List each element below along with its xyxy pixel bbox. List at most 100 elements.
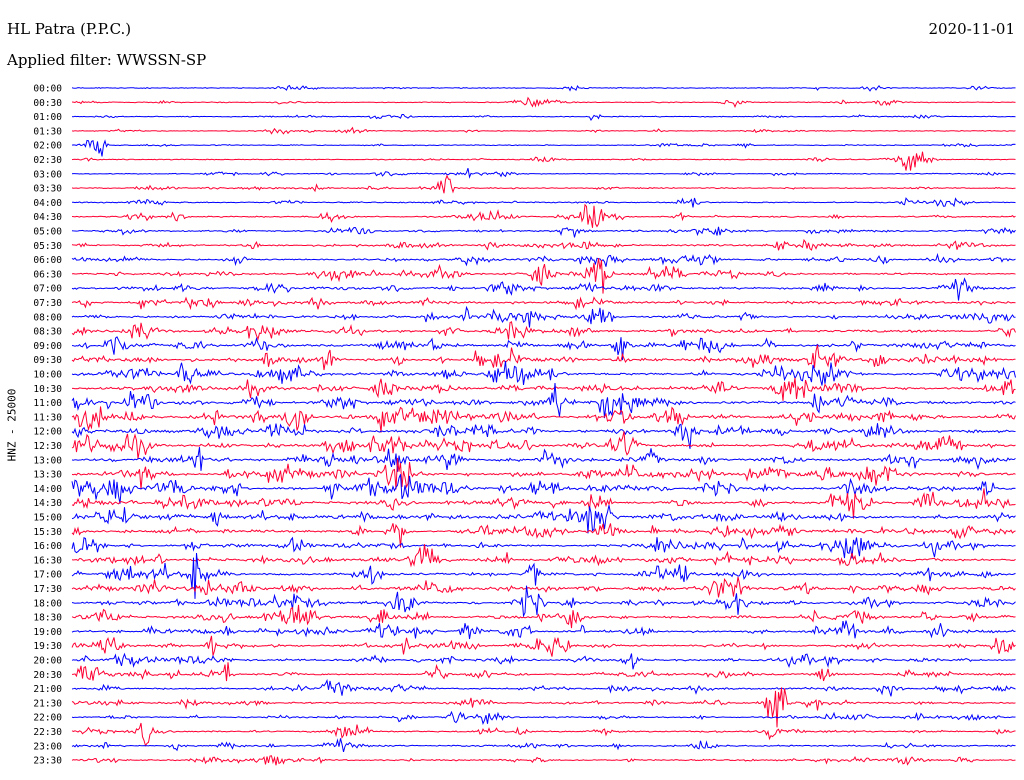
trace-1030 bbox=[72, 377, 1016, 401]
trace-1930 bbox=[71, 635, 1016, 657]
trace-1730 bbox=[71, 576, 1016, 598]
trace-0200 bbox=[71, 139, 1016, 157]
row-label-1100: 11:00 bbox=[33, 398, 62, 409]
trace-1230 bbox=[71, 431, 1016, 459]
trace-0700 bbox=[71, 277, 1016, 301]
row-label-1200: 12:00 bbox=[33, 427, 62, 438]
row-label-1900: 19:00 bbox=[33, 627, 62, 638]
trace-0800 bbox=[71, 305, 1016, 328]
trace-1700 bbox=[71, 552, 1016, 599]
trace-1600 bbox=[71, 536, 1016, 559]
row-label-0530: 05:30 bbox=[33, 241, 62, 252]
trace-0400 bbox=[71, 197, 1016, 208]
row-label-0130: 01:30 bbox=[33, 126, 62, 137]
trace-group bbox=[71, 84, 1016, 766]
trace-0630 bbox=[71, 258, 1016, 294]
trace-1830 bbox=[71, 604, 1016, 629]
row-label-1800: 18:00 bbox=[33, 598, 62, 609]
row-label-1230: 12:30 bbox=[33, 441, 62, 452]
row-label-2100: 21:00 bbox=[33, 684, 62, 695]
row-label-0730: 07:30 bbox=[33, 298, 62, 309]
row-label-1400: 14:00 bbox=[33, 484, 62, 495]
trace-1500 bbox=[71, 505, 1016, 534]
row-label-1730: 17:30 bbox=[33, 584, 62, 595]
row-label-1530: 15:30 bbox=[33, 527, 62, 538]
row-label-0800: 08:00 bbox=[33, 312, 62, 323]
row-label-0330: 03:30 bbox=[33, 184, 62, 195]
row-label-2000: 20:00 bbox=[33, 656, 62, 667]
trace-0530 bbox=[71, 238, 1016, 251]
row-label-0830: 08:30 bbox=[33, 327, 62, 338]
trace-2030 bbox=[71, 662, 1016, 682]
trace-2330 bbox=[71, 755, 1016, 766]
trace-1200 bbox=[71, 423, 1016, 449]
trace-0500 bbox=[71, 226, 1016, 238]
row-label-0100: 01:00 bbox=[33, 112, 62, 123]
trace-0300 bbox=[71, 168, 1016, 179]
trace-0100 bbox=[71, 114, 1016, 121]
row-label-1300: 13:00 bbox=[33, 455, 62, 466]
trace-2000 bbox=[71, 652, 1016, 670]
trace-2100 bbox=[71, 678, 1016, 697]
row-label-1130: 11:30 bbox=[33, 412, 62, 423]
trace-0730 bbox=[71, 296, 1016, 311]
row-label-0930: 09:30 bbox=[33, 355, 62, 366]
row-label-1600: 16:00 bbox=[33, 541, 62, 552]
trace-2200 bbox=[71, 710, 1016, 725]
trace-2230 bbox=[71, 722, 1016, 747]
trace-0330 bbox=[71, 174, 1016, 194]
row-label-0030: 00:30 bbox=[33, 98, 62, 109]
row-label-group: 00:00 00:30 01:00 01:30 02:00 02:30 03:00 03:30… bbox=[33, 84, 62, 767]
station-title: HL Patra (P.P.C.) bbox=[7, 20, 132, 38]
row-label-0300: 03:00 bbox=[33, 169, 62, 180]
trace-1300 bbox=[71, 447, 1016, 472]
trace-1400 bbox=[71, 474, 1016, 504]
row-label-0500: 05:00 bbox=[33, 227, 62, 238]
row-label-1430: 14:30 bbox=[33, 498, 62, 509]
row-label-0200: 02:00 bbox=[33, 141, 62, 152]
row-label-1330: 13:30 bbox=[33, 470, 62, 481]
trace-0430 bbox=[71, 203, 1016, 228]
row-label-1700: 17:00 bbox=[33, 570, 62, 581]
trace-0900 bbox=[71, 336, 1016, 361]
trace-0130 bbox=[71, 126, 1016, 135]
trace-0930 bbox=[71, 344, 1016, 371]
row-label-1500: 15:00 bbox=[33, 513, 62, 524]
trace-0230 bbox=[71, 151, 1016, 171]
trace-0600 bbox=[71, 252, 1016, 267]
row-label-1930: 19:30 bbox=[33, 641, 62, 652]
row-label-0630: 06:30 bbox=[33, 269, 62, 280]
row-label-2300: 23:00 bbox=[33, 741, 62, 752]
row-label-0230: 02:30 bbox=[33, 155, 62, 166]
row-label-0400: 04:00 bbox=[33, 198, 62, 209]
trace-1100 bbox=[71, 382, 1016, 419]
trace-1130 bbox=[71, 406, 1016, 433]
row-label-1830: 18:30 bbox=[33, 613, 62, 624]
row-label-0600: 06:00 bbox=[33, 255, 62, 266]
trace-1430 bbox=[71, 488, 1016, 519]
trace-1000 bbox=[71, 360, 1016, 386]
row-label-0900: 09:00 bbox=[33, 341, 62, 352]
trace-1630 bbox=[71, 544, 1016, 568]
trace-0830 bbox=[71, 321, 1016, 341]
row-label-0430: 04:30 bbox=[33, 212, 62, 223]
date-label: 2020-11-01 bbox=[928, 20, 1015, 38]
row-label-2230: 22:30 bbox=[33, 727, 62, 738]
row-label-0000: 00:00 bbox=[33, 84, 62, 95]
trace-1800 bbox=[71, 585, 1016, 618]
trace-2130 bbox=[71, 687, 1016, 728]
row-label-1000: 10:00 bbox=[33, 370, 62, 381]
trace-0000 bbox=[71, 84, 1016, 92]
row-label-1630: 16:30 bbox=[33, 555, 62, 566]
trace-0030 bbox=[71, 96, 1016, 108]
row-label-0700: 07:00 bbox=[33, 284, 62, 295]
row-label-2330: 23:30 bbox=[33, 756, 62, 767]
trace-1530 bbox=[71, 523, 1016, 548]
filter-label: Applied filter: WWSSN-SP bbox=[7, 51, 207, 69]
row-label-2200: 22:00 bbox=[33, 713, 62, 724]
trace-1330 bbox=[71, 457, 1016, 490]
row-label-2030: 20:30 bbox=[33, 670, 62, 681]
trace-2300 bbox=[71, 738, 1016, 753]
trace-1900 bbox=[71, 620, 1016, 640]
